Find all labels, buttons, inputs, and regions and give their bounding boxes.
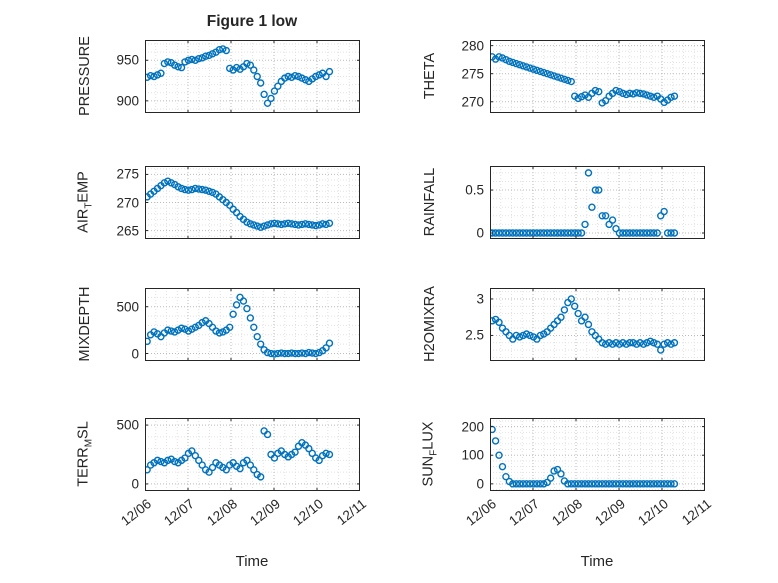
y-tick-label: 275 — [116, 166, 139, 182]
subplot-sun-flux: 0 100 200 SUNFLUX 12/06 12/07 12/08 12/09 12/10 1… — [421, 418, 714, 529]
x-tick-label: 12/10 — [290, 496, 327, 529]
y-tick-label: 500 — [116, 299, 139, 315]
y-tick-label: 200 — [461, 419, 484, 435]
plot-area-sun_flux — [490, 418, 705, 491]
y-tick-label: 265 — [116, 223, 139, 239]
y-tick-label: 280 — [461, 38, 484, 54]
y-tick-label: 2.5 — [465, 327, 484, 343]
x-tick-label: 12/09 — [592, 496, 629, 529]
subplot-terr-msl: 0 500 TERRMSL 12/06 12/07 12/08 12/09 12/10 12/1… — [76, 418, 370, 529]
y-axis-label-sun_flux: SUNFLUX — [420, 421, 440, 487]
x-axis-label-right: Time — [580, 553, 614, 570]
x-tick-label: 12/07 — [506, 496, 543, 529]
y-tick-label: 500 — [116, 417, 139, 433]
x-tick-label: 12/09 — [247, 496, 284, 529]
x-tick-label: 12/07 — [161, 496, 198, 529]
y-axis-label-theta: THETA — [422, 52, 438, 100]
y-tick-label: 0 — [476, 476, 484, 492]
y-axis-label-pressure: PRESSURE — [77, 36, 93, 116]
plot-area-h2omixra — [490, 288, 705, 361]
plot-area-pressure — [145, 40, 360, 113]
subplot-rainfall: 0 0.5 RAINFALL — [422, 166, 705, 240]
x-tick-label: 12/08 — [204, 496, 241, 529]
y-tick-label: 270 — [116, 195, 139, 210]
plot-area-mixdepth — [145, 288, 360, 361]
y-axis-label-h2omixra: H2OMIXRA — [422, 286, 438, 362]
plot-area-theta — [490, 40, 705, 113]
subplot-theta: 270 275 280 THETA — [422, 38, 705, 113]
plot-area-air_temp — [145, 166, 360, 239]
y-tick-label: 0 — [476, 225, 484, 241]
y-tick-label: 100 — [461, 447, 484, 463]
figure-title: Figure 1 low — [206, 13, 298, 30]
subplot-mixdepth: 0 500 MIXDEPTH — [77, 287, 360, 361]
y-tick-label: 950 — [116, 52, 139, 68]
x-axis-label-left: Time — [235, 553, 269, 570]
y-axis-label-air_temp: AIRTEMP — [75, 171, 95, 233]
subplot-air-temp: 265 270 275 AIRTEMP — [76, 166, 360, 239]
x-tick-label: 12/06 — [118, 496, 155, 529]
x-tick-label: 12/06 — [463, 496, 500, 529]
y-tick-label: 0 — [131, 346, 139, 361]
x-tick-label: 12/10 — [635, 496, 672, 529]
plot-area-terr_msl — [145, 418, 360, 491]
y-tick-label: 270 — [461, 94, 484, 110]
y-axis-label-terr_msl: TERRMSL — [75, 421, 95, 487]
x-tick-label: 12/11 — [334, 496, 370, 529]
y-tick-label: 0 — [131, 476, 139, 492]
y-tick-label: 900 — [116, 93, 139, 109]
plot-area-rainfall — [490, 166, 705, 239]
y-tick-label: 3 — [476, 291, 484, 307]
x-tick-label: 12/08 — [549, 496, 586, 529]
subplot-h2omixra: 2.5 3 H2OMIXRA — [422, 286, 705, 362]
y-tick-label: 0.5 — [465, 182, 484, 198]
y-tick-label: 275 — [461, 66, 484, 82]
subplot-pressure: 900 950 PRESSURE — [77, 36, 360, 116]
x-tick-label: 12/11 — [679, 496, 715, 529]
y-axis-label-rainfall: RAINFALL — [422, 167, 438, 237]
y-axis-label-mixdepth: MIXDEPTH — [77, 286, 93, 362]
